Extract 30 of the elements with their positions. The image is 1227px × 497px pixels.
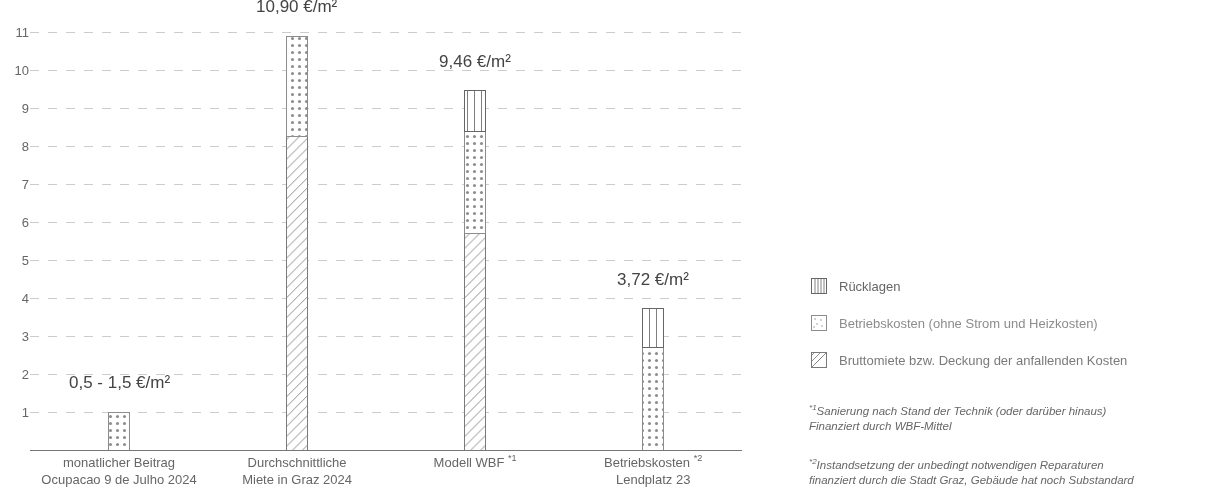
text: $^{*2}$Instandsetzung der unbedingt notwendigen Reparaturen finanziert durch die Stadt Graz, Gebäude hat noch Substandard (809, 457, 1135, 486)
y-tick-label: 2 (21, 366, 29, 382)
x-tick-label: Modell WBF $^{*1}$ (433, 453, 517, 470)
bar (641, 346, 665, 450)
total-label: 0,5 - 1,5 €/m² (69, 373, 171, 392)
y-tick-label: 6 (21, 214, 29, 230)
y-tick-label: 3 (21, 328, 29, 344)
y-tick-label: 7 (21, 176, 29, 192)
y-tick-label: 9 (21, 100, 29, 116)
x-tick-label: Durchschnittliche Miete in Graz 2024 (242, 454, 352, 487)
bar (641, 308, 665, 348)
y-tick-label: 8 (21, 138, 29, 154)
total-label: 9,46 €/m² (439, 52, 512, 71)
y-tick-label: 10 (14, 62, 29, 78)
total-label: 10,90 €/m² (256, 0, 338, 16)
bar (463, 90, 487, 132)
text: Rücklagen (839, 278, 901, 294)
total-label: 3,72 €/m² (617, 270, 690, 289)
bar (285, 35, 309, 138)
text: $^{*1}$Sanierung nach Stand der Technik (oder darüber hinaus) Finanziert durch WBF-Mittel (809, 403, 1107, 432)
y-tick-label: 4 (21, 290, 29, 306)
x-tick-label: monatlicher Beitrag Ocupacao 9 de Julho 2024 (41, 454, 197, 487)
bar (463, 130, 487, 235)
bar (107, 411, 131, 450)
y-tick-label: 11 (15, 24, 29, 40)
text: Betriebskosten (ohne Strom und Heizkosten) (839, 315, 1098, 331)
x-tick-label: Betriebskosten $^{*2}$ Lendplatz 23 (604, 453, 703, 487)
y-tick-label: 1 (21, 404, 29, 420)
y-tick-label: 5 (21, 252, 29, 268)
text: Bruttomiete bzw. Deckung der anfallenden Kosten (839, 352, 1128, 368)
